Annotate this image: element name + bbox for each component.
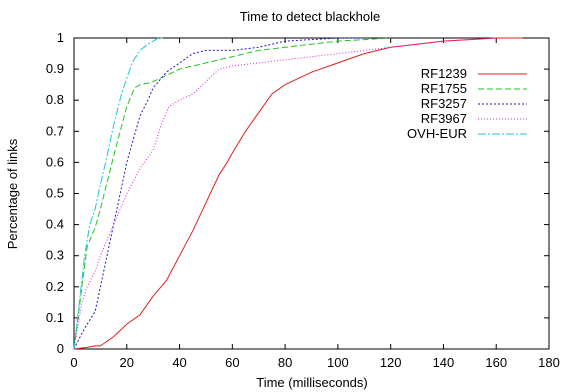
- x-axis-label: Time (milliseconds): [256, 375, 367, 390]
- x-tick-label: 180: [538, 355, 560, 370]
- y-tick-label: 1: [57, 30, 64, 45]
- series-line-rf1755: [73, 37, 391, 350]
- x-tick-label: 160: [485, 355, 507, 370]
- legend-label: RF1239: [421, 66, 467, 81]
- y-tick-label: 0.6: [46, 154, 64, 169]
- legend-label: RF1755: [421, 81, 467, 96]
- y-tick-label: 0.4: [46, 217, 64, 232]
- legend-label: OVH-EUR: [407, 126, 467, 141]
- x-axis: 0 20 40 60 80 100 120 140 160 180: [70, 38, 560, 370]
- x-tick-label: 80: [278, 355, 292, 370]
- chart-title: Time to detect blackhole: [240, 9, 380, 24]
- y-tick-label: 0.8: [46, 92, 64, 107]
- y-tick-label: 0.9: [46, 61, 64, 76]
- plot-frame: [73, 37, 550, 350]
- legend-label: RF3257: [421, 96, 467, 111]
- y-tick-label: 0.7: [46, 123, 64, 138]
- y-tick-label: 0.3: [46, 248, 64, 263]
- series-layer: [73, 37, 523, 350]
- legend-label: RF3967: [421, 111, 467, 126]
- y-tick-label: 0.5: [46, 186, 64, 201]
- x-tick-label: 40: [172, 355, 186, 370]
- series-line-ovh-eur: [73, 37, 164, 350]
- series-line-rf3257: [73, 37, 365, 350]
- x-tick-label: 100: [327, 355, 349, 370]
- x-tick-label: 140: [433, 355, 455, 370]
- x-tick-label: 120: [380, 355, 402, 370]
- x-tick-label: 60: [225, 355, 239, 370]
- x-tick-label: 20: [120, 355, 134, 370]
- y-tick-label: 0: [57, 341, 64, 356]
- y-tick-label: 0.2: [46, 279, 64, 294]
- x-tick-label: 0: [70, 355, 77, 370]
- y-axis-label: Percentage of links: [5, 138, 20, 249]
- y-axis: 0 0.1 0.2 0.3 0.4 0.5 0.6 0.7 0.8 0.9 1: [46, 30, 549, 356]
- y-tick-label: 0.1: [46, 310, 64, 325]
